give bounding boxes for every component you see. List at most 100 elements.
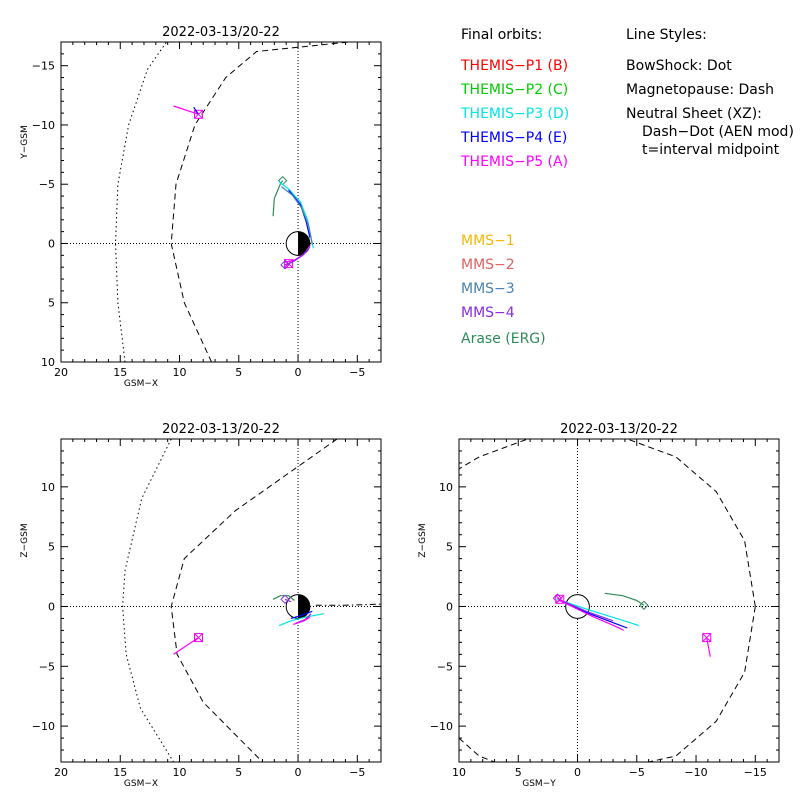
square-marker (193, 633, 203, 643)
y-tick-label: −5 (39, 178, 55, 191)
legend-style-magnetopause: Magnetopause: Dash (626, 82, 775, 98)
y-tick-label: −10 (430, 720, 453, 733)
boundary-bowshock (114, 42, 167, 362)
orbit-mms4 (558, 598, 614, 622)
square-marker (284, 259, 294, 269)
legend-style-dashdot: Dash−Dot (AEN mod) (642, 124, 794, 140)
panel-title: 2022-03-13/20-22 (162, 25, 280, 40)
diamond-marker (277, 175, 288, 186)
y-tick-label: 5 (446, 541, 453, 554)
orbit-mms3 (281, 186, 313, 245)
orbit-themis_p3 (278, 613, 325, 627)
boundary-magnetopause (459, 439, 756, 607)
boundary-neutral-sheet (315, 603, 381, 606)
legend-themis-p1: THEMIS−P1 (B) (461, 58, 569, 74)
plot-area (459, 439, 779, 762)
orbit-themis_p3 (557, 598, 640, 627)
legend-themis-p4: THEMIS−P4 (E) (461, 130, 568, 146)
y-tick-label: 10 (41, 481, 55, 494)
boundary-magnetopause (459, 737, 495, 762)
square-marker-cross (194, 633, 203, 642)
x-tick-label: 10 (452, 766, 466, 779)
orbit-arase (604, 592, 645, 606)
x-tick-label: 15 (113, 366, 127, 379)
plot-frame (60, 438, 382, 763)
y-tick-label: −5 (437, 660, 453, 673)
x-tick-label: 0 (295, 766, 302, 779)
orbit-themis_p4 (290, 610, 313, 619)
x-axis-label: GSM−X (124, 379, 158, 389)
square-marker-cross (702, 633, 712, 642)
orbit-arase (272, 180, 284, 217)
legend-arase: Arase (ERG) (461, 331, 546, 347)
y-tick-label: −5 (39, 660, 55, 673)
x-tick-label: −5 (629, 766, 645, 779)
square-marker (193, 109, 203, 119)
legend-mms-3: MMS−3 (461, 281, 515, 297)
x-tick-label: 15 (113, 766, 127, 779)
line-styles-title: Line Styles: (626, 27, 707, 43)
x-tick-label: 20 (54, 366, 68, 379)
x-tick-label: 20 (54, 766, 68, 779)
x-tick-label: −5 (349, 766, 365, 779)
legend-style-midpoint: t=interval midpoint (642, 142, 780, 158)
square-marker (555, 594, 565, 604)
x-tick-label: −5 (349, 366, 365, 379)
y-tick-label: −10 (32, 720, 55, 733)
legend-style-bowshock: BowShock: Dot (626, 58, 732, 74)
x-tick-label: 5 (235, 766, 242, 779)
plot-area (61, 42, 381, 362)
y-axis-label: Y−GSM (20, 125, 30, 160)
y-axis-label: Z−GSM (20, 523, 30, 557)
diamond-marker (280, 260, 290, 270)
diamond-marker (639, 600, 649, 610)
x-tick-label: 5 (235, 366, 242, 379)
x-tick-label: 10 (173, 766, 187, 779)
plot-frame (458, 438, 780, 763)
square-marker-cross (555, 594, 565, 604)
boundary-magnetopause (170, 439, 338, 762)
orbit-themis_p5 (706, 637, 711, 657)
orbit-themis_p4 (193, 106, 199, 115)
orbit-themis_p5 (559, 599, 624, 631)
orbit-mms4 (284, 246, 311, 266)
square-marker (702, 633, 712, 643)
boundary-magnetopause (170, 42, 350, 362)
x-axis-label: GSM−X (124, 779, 158, 789)
x-tick-label: 10 (173, 366, 187, 379)
x-tick-label: 0 (574, 766, 581, 779)
final-orbits-title: Final orbits: (461, 27, 543, 43)
y-tick-label: −15 (32, 60, 55, 73)
y-tick-label: 10 (439, 481, 453, 494)
y-tick-label: −10 (32, 119, 55, 132)
legend-mms-4: MMS−4 (461, 305, 515, 321)
x-axis-label: GSM−Y (522, 779, 556, 789)
y-tick-label: 0 (48, 237, 55, 250)
legend-mms-1: MMS−1 (461, 233, 515, 249)
orbit-themis_p4 (288, 189, 311, 238)
y-tick-label: 0 (48, 600, 55, 613)
panel-title: 2022-03-13/20-22 (162, 422, 280, 437)
earth-night-side (298, 231, 310, 256)
legend-themis-p5: THEMIS−P5 (A) (461, 154, 569, 170)
x-tick-label: −15 (744, 766, 767, 779)
x-tick-label: 5 (515, 766, 522, 779)
y-tick-label: 5 (48, 297, 55, 310)
panel-title: 2022-03-13/20-22 (560, 422, 678, 437)
legend-style-neutral-sheet: Neutral Sheet (XZ): (626, 106, 762, 122)
y-tick-label: 0 (446, 600, 453, 613)
plot-area (61, 439, 381, 762)
panel-3: 2022-03-13/20-22 10 5 0 −5 −10 −15 −10 −5 0 5 10 GSM… (418, 422, 780, 789)
y-tick-label: 5 (48, 541, 55, 554)
y-axis-label: Z−GSM (418, 523, 428, 557)
panel-1: 2022-03-13/20-22 20 15 10 5 0 −5 −15 −10 −5 0 5 10 GS… (20, 25, 382, 389)
diamond-marker (280, 594, 290, 605)
legend-themis-p3: THEMIS−P3 (D) (461, 106, 570, 122)
earth-night-side (298, 594, 310, 619)
orbit-themis_p5 (293, 616, 311, 625)
x-tick-label: 0 (295, 366, 302, 379)
y-tick-label: 10 (41, 356, 55, 369)
legend-themis-p2: THEMIS−P2 (C) (461, 82, 569, 98)
panel-2: 2022-03-13/20-22 20 15 10 5 0 −5 −10 −5 0 5 10 GSM−X… (20, 422, 382, 789)
